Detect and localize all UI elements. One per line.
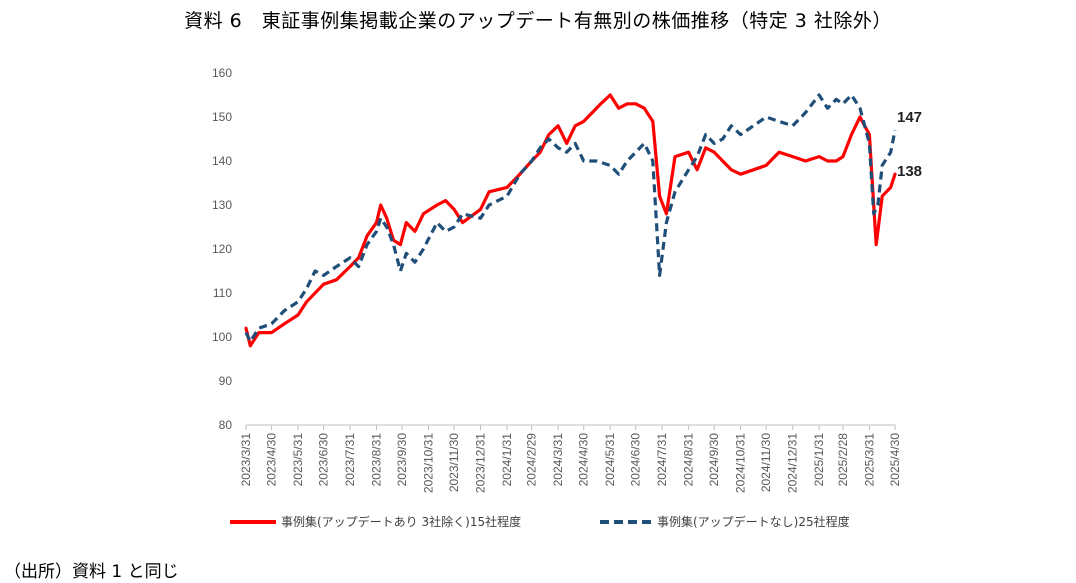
x-tick-label: 2023/5/31 bbox=[291, 433, 305, 487]
x-tick-label: 2024/1/31 bbox=[500, 433, 514, 487]
x-tick-label: 2024/4/30 bbox=[577, 433, 591, 487]
x-tick-label: 2024/8/31 bbox=[682, 433, 696, 487]
y-tick-label: 90 bbox=[219, 374, 233, 388]
x-tick-label: 2024/5/31 bbox=[603, 433, 617, 487]
x-tick-label: 2023/11/30 bbox=[447, 433, 461, 492]
y-tick-label: 80 bbox=[219, 418, 233, 432]
x-tick-label: 2024/6/30 bbox=[629, 433, 643, 487]
x-tick-label: 2023/3/31 bbox=[239, 433, 253, 487]
y-tick-label: 160 bbox=[212, 66, 232, 80]
source-note: （出所）資料 1 と同じ bbox=[4, 562, 179, 582]
x-tick-label: 2024/9/30 bbox=[707, 433, 721, 487]
x-tick-label: 2023/7/31 bbox=[343, 433, 357, 487]
legend-label-without-update: 事例集(アップデートなし)25社程度 bbox=[657, 514, 850, 529]
chart-title: 資料 6 東証事例集掲載企業のアップデート有無別の株価推移（特定 3 社除外） bbox=[184, 10, 892, 32]
x-tick-label: 2025/3/31 bbox=[862, 433, 876, 487]
y-tick-label: 150 bbox=[212, 110, 232, 124]
y-tick-label: 120 bbox=[212, 242, 232, 256]
x-tick-label: 2024/3/31 bbox=[551, 433, 565, 487]
x-tick-label: 2023/6/30 bbox=[317, 433, 331, 487]
series-line-without-update bbox=[244, 93, 897, 343]
y-tick-label: 110 bbox=[213, 286, 232, 300]
end-label-without-update: 147 bbox=[897, 109, 922, 126]
x-tick-label: 2025/4/30 bbox=[888, 433, 902, 487]
x-tick-label: 2023/12/31 bbox=[474, 433, 488, 493]
x-tick-label: 2024/2/29 bbox=[525, 433, 539, 487]
x-tick-label: 2023/10/31 bbox=[422, 433, 436, 493]
x-tick-label: 2023/8/31 bbox=[369, 433, 383, 487]
y-tick-label: 130 bbox=[212, 198, 232, 212]
y-tick-label: 140 bbox=[212, 154, 232, 168]
end-labels: 138 147 bbox=[897, 109, 922, 180]
x-tick-label: 2024/11/30 bbox=[759, 433, 773, 492]
y-axis: 80 90 100 110 120 130 140 150 160 bbox=[212, 66, 232, 432]
y-tick-label: 100 bbox=[212, 330, 232, 344]
x-tick-label: 2023/4/30 bbox=[265, 433, 279, 487]
x-tick-label: 2024/7/31 bbox=[655, 433, 669, 487]
series-lines bbox=[244, 93, 897, 348]
x-axis: 2023/3/31 2023/4/30 2023/5/31 2023/6/30 2023… bbox=[239, 424, 902, 493]
x-tick-label: 2024/12/31 bbox=[786, 433, 800, 493]
end-label-with-update: 138 bbox=[897, 163, 922, 180]
x-tick-label: 2025/2/28 bbox=[836, 433, 850, 487]
x-tick-label: 2025/1/31 bbox=[812, 433, 826, 487]
x-tick-label: 2024/10/31 bbox=[734, 433, 748, 493]
x-tick-label: 2023/9/30 bbox=[395, 433, 409, 487]
legend-label-with-update: 事例集(アップデートあり 3社除く)15社程度 bbox=[281, 514, 521, 529]
series-line-with-update bbox=[244, 93, 897, 348]
legend: 事例集(アップデートあり 3社除く)15社程度 事例集(アップデートなし)25社程… bbox=[230, 514, 850, 529]
